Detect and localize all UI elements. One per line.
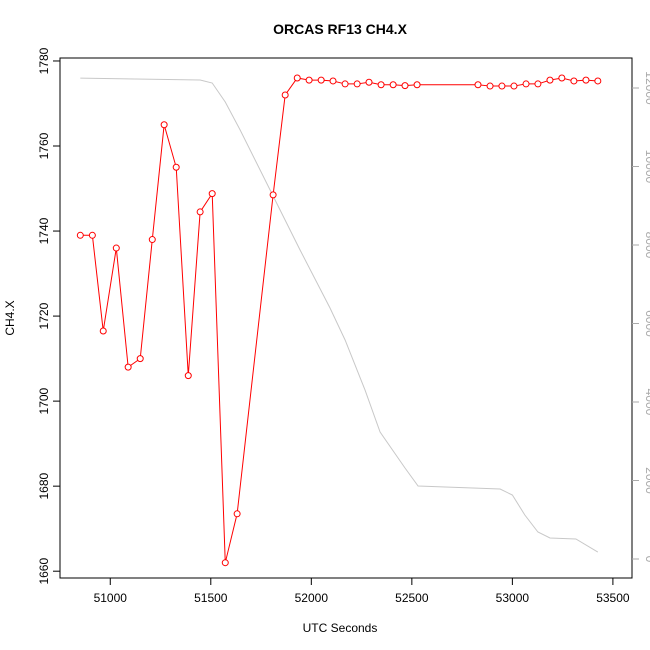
y-tick-label: 1700	[37, 387, 51, 414]
y-tick-label: 1720	[37, 302, 51, 329]
point	[293, 74, 301, 82]
point	[401, 82, 409, 90]
point	[353, 80, 361, 88]
point	[317, 76, 325, 84]
point	[498, 82, 506, 90]
point	[99, 327, 107, 335]
point	[76, 231, 84, 239]
x-tick-label: 51000	[94, 591, 128, 605]
y-tick-label: 1780	[37, 47, 51, 74]
point	[413, 81, 421, 89]
point	[389, 81, 397, 89]
point	[594, 77, 602, 85]
y2-tick-label: 8000	[643, 232, 650, 259]
point	[172, 163, 180, 171]
point	[377, 81, 385, 89]
x-tick-label: 53000	[496, 591, 530, 605]
y2-tick-label: 6000	[643, 310, 650, 337]
point	[88, 231, 96, 239]
series-line	[80, 77, 598, 563]
point	[233, 510, 241, 518]
point	[184, 372, 192, 380]
y-axis-label: CH4.X	[3, 300, 17, 335]
y2-tick-label: 10000	[643, 150, 650, 184]
point	[305, 76, 313, 84]
y2-tick-label: 4000	[643, 389, 650, 416]
point	[522, 80, 530, 88]
chart-title: ORCAS RF13 CH4.X	[273, 21, 407, 37]
point	[208, 190, 216, 198]
x-tick-label: 52000	[295, 591, 329, 605]
y-tick-label: 1740	[37, 217, 51, 244]
x-axis-label: UTC Seconds	[303, 621, 378, 635]
point	[221, 559, 229, 567]
plot-frame	[59, 57, 633, 579]
series-line	[80, 77, 599, 553]
x-tick-label: 51500	[194, 591, 228, 605]
point	[269, 191, 277, 199]
point	[486, 82, 494, 90]
point	[510, 82, 518, 90]
y2-tick-label: 2000	[643, 467, 650, 494]
point	[196, 208, 204, 216]
point	[124, 363, 132, 371]
point	[570, 77, 578, 85]
point	[112, 244, 120, 252]
point	[582, 76, 590, 84]
y-tick-label: 1760	[37, 132, 51, 159]
point	[329, 77, 337, 85]
y-tick-label: 1660	[37, 558, 51, 585]
point	[365, 78, 373, 86]
y-tick-label: 1680	[37, 472, 51, 499]
point	[474, 81, 482, 89]
x-tick-label: 53500	[596, 591, 630, 605]
point	[558, 74, 566, 82]
point	[148, 236, 156, 244]
point	[136, 355, 144, 363]
point	[534, 80, 542, 88]
point	[160, 121, 168, 129]
point	[546, 76, 554, 84]
point	[281, 91, 289, 99]
point	[341, 80, 349, 88]
y2-tick-label: 12000	[643, 71, 650, 105]
y2-tick-label: 0	[643, 556, 650, 563]
x-tick-label: 52500	[395, 591, 429, 605]
